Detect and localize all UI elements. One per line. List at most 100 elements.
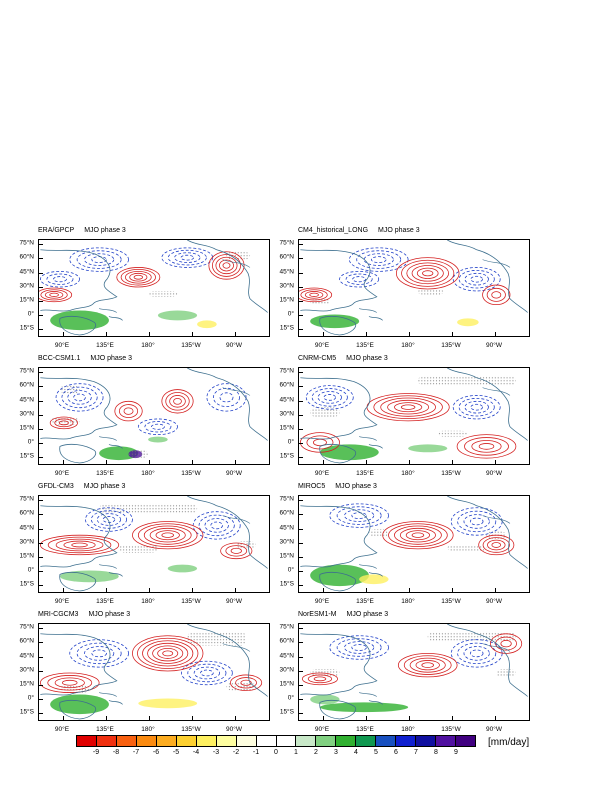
colorbar-cell — [276, 736, 297, 746]
lat-tick — [39, 585, 43, 586]
lat-tick — [299, 443, 303, 444]
panel-title: GFDL-CM3 MJO phase 3 — [38, 483, 125, 490]
lat-label: 0° — [27, 566, 34, 574]
colorbar-cell — [256, 736, 277, 746]
lon-label: 90°W — [486, 470, 502, 477]
colorbar-cell — [116, 736, 137, 746]
colorbar-cell — [96, 736, 117, 746]
lon-label: 90°W — [226, 726, 242, 733]
lat-tick — [299, 585, 303, 586]
map-area — [38, 239, 270, 337]
lon-tick — [63, 588, 64, 592]
lon-tick — [366, 588, 367, 592]
lat-label: 75°N — [19, 495, 34, 503]
lat-label: 15°S — [19, 708, 34, 716]
lat-label: 45°N — [19, 396, 34, 404]
lat-label: 15°N — [279, 552, 294, 560]
lat-tick — [39, 329, 43, 330]
colorbar-tick-label: 6 — [394, 749, 398, 756]
lon-label: 180° — [401, 726, 415, 733]
lat-tick — [39, 671, 43, 672]
lat-label: 0° — [27, 310, 34, 318]
colorbar-labels: -9 -8 -7 -6 -5 -4 -3 -2 -1 0 1 2 3 4 5 6 7 8 9 — [76, 749, 476, 759]
lat-tick — [299, 713, 303, 714]
colorbar-tick-label: -3 — [212, 749, 220, 756]
lat-label: 15°S — [19, 580, 34, 588]
lon-tick — [323, 332, 324, 336]
lat-tick — [299, 329, 303, 330]
lon-tick — [106, 460, 107, 464]
lat-label: 75°N — [279, 495, 294, 503]
lon-label: 135°W — [181, 598, 201, 605]
lat-tick — [299, 699, 303, 700]
lon-label: 135°W — [441, 470, 461, 477]
lat-label: 0° — [27, 438, 34, 446]
colorbar-cell — [396, 736, 417, 746]
lat-tick — [39, 415, 43, 416]
lat-label: 45°N — [19, 652, 34, 660]
lon-tick — [106, 588, 107, 592]
lat-tick — [39, 657, 43, 658]
map-panel: GFDL-CM3 MJO phase 3 75°N 60°N 45°N 30°N 15°N… — [19, 483, 270, 605]
lon-label: 90°W — [226, 598, 242, 605]
lon-label: 90°E — [54, 342, 70, 349]
lat-tick — [299, 386, 303, 387]
model-name: CM4_historical_LONG — [298, 227, 369, 234]
lon-tick — [452, 588, 453, 592]
lon-label: 135°E — [96, 470, 114, 477]
lat-label: 0° — [27, 694, 34, 702]
lat-tick — [39, 514, 43, 515]
lat-label: 30°N — [19, 282, 34, 290]
model-name: GFDL-CM3 — [38, 483, 74, 490]
lon-label: 90°E — [314, 598, 330, 605]
phase-label: MJO phase 3 — [346, 355, 388, 362]
map-area — [298, 495, 530, 593]
lat-tick — [39, 628, 43, 629]
lat-tick — [299, 287, 303, 288]
lat-tick — [39, 557, 43, 558]
lat-label: 30°N — [279, 282, 294, 290]
lon-label: 180° — [401, 470, 415, 477]
lon-label: 90°E — [54, 598, 70, 605]
panel-title: BCC-CSM1.1 MJO phase 3 — [38, 355, 132, 362]
lon-label: 90°E — [314, 342, 330, 349]
colorbar-cell — [376, 736, 397, 746]
colorbar-cell — [436, 736, 457, 746]
map-panel: CNRM-CM5 MJO phase 3 75°N 60°N 45°N 30°N 15°N… — [279, 355, 530, 477]
lat-tick — [39, 287, 43, 288]
lat-label: 15°S — [19, 324, 34, 332]
lat-label: 75°N — [19, 367, 34, 375]
colorbar-tick-label: 8 — [434, 749, 438, 756]
map-area — [298, 367, 530, 465]
lon-tick — [452, 716, 453, 720]
lon-label: 135°W — [441, 598, 461, 605]
lon-tick — [192, 460, 193, 464]
colorbar-tick-label: -8 — [112, 749, 120, 756]
lat-tick — [39, 529, 43, 530]
lon-label: 90°W — [486, 342, 502, 349]
colorbar-tick-label: -7 — [132, 749, 140, 756]
lat-tick — [39, 500, 43, 501]
lat-label: 30°N — [279, 410, 294, 418]
colorbar-tick-label: 5 — [374, 749, 378, 756]
lat-tick — [39, 699, 43, 700]
lat-tick — [299, 301, 303, 302]
lat-tick — [299, 415, 303, 416]
colorbar-cell — [456, 736, 476, 746]
lon-label: 135°W — [441, 342, 461, 349]
lat-tick — [299, 372, 303, 373]
lat-tick — [39, 571, 43, 572]
lat-label: 60°N — [19, 637, 34, 645]
lat-label: 30°N — [279, 538, 294, 546]
lon-label: 90°E — [54, 470, 70, 477]
map-area — [298, 239, 530, 337]
panel-title: ERA/GPCP MJO phase 3 — [38, 227, 126, 234]
lat-tick — [299, 642, 303, 643]
lon-label: 90°W — [226, 470, 242, 477]
panel-title: MRI-CGCM3 MJO phase 3 — [38, 611, 130, 618]
colorbar-tick-label: -1 — [252, 749, 260, 756]
colorbar-tick-label: 4 — [354, 749, 358, 756]
lat-label: 15°N — [19, 424, 34, 432]
panel-title: MIROC5 MJO phase 3 — [298, 483, 377, 490]
lat-tick — [299, 671, 303, 672]
